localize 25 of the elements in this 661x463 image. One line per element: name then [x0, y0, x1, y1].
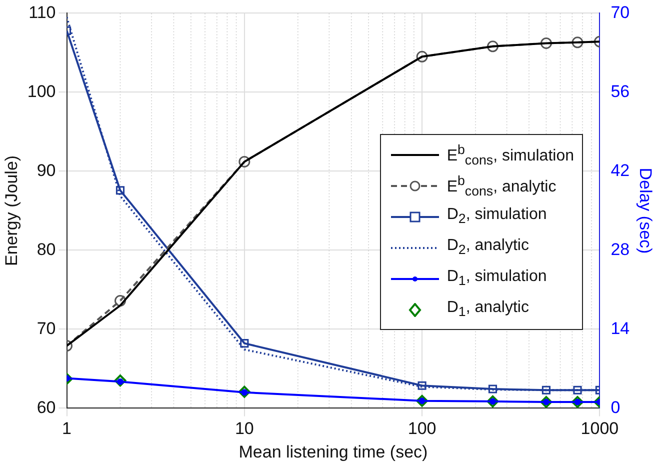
- legend-label: D$_{2}$, simulation: [446, 206, 547, 227]
- legend-label: D$_{1}$, simulation: [446, 268, 547, 289]
- y-tick-label: 60: [36, 398, 56, 417]
- y2-tick-label: 42: [610, 160, 630, 180]
- y2-tick-label: 56: [610, 82, 630, 101]
- legend-label: E$^{b}$$_{cons}$, simulation: [446, 142, 574, 168]
- legend-label: D$_{2}$, analytic: [446, 237, 529, 258]
- y-tick-label: 80: [36, 240, 56, 259]
- y2-tick-label: 70: [610, 2, 630, 22]
- y2-tick-label: 14: [610, 318, 630, 338]
- y-axis-title: Energy (Joule): [2, 155, 21, 266]
- legend-label: D$_{1}$, analytic: [446, 299, 529, 320]
- y-tick-label: 70: [36, 318, 56, 338]
- y2-axis-title: Delay (sec): [636, 168, 656, 254]
- x-tick-label: 100: [408, 419, 436, 438]
- y-tick-label: 90: [36, 160, 56, 180]
- x-tick-label: 1000: [580, 419, 619, 438]
- x-tick-label: 10: [234, 419, 254, 438]
- y2-tick-label: 28: [610, 240, 630, 259]
- x-tick-label: 1: [62, 419, 72, 438]
- y-tick-label: 110: [28, 2, 56, 22]
- y-tick-label: 100: [27, 82, 56, 101]
- y2-tick-label: 0: [610, 398, 620, 417]
- x-axis-title: Mean listening time (sec): [238, 442, 428, 462]
- legend-label: E$^{b}$$_{cons}$, analytic: [446, 172, 556, 198]
